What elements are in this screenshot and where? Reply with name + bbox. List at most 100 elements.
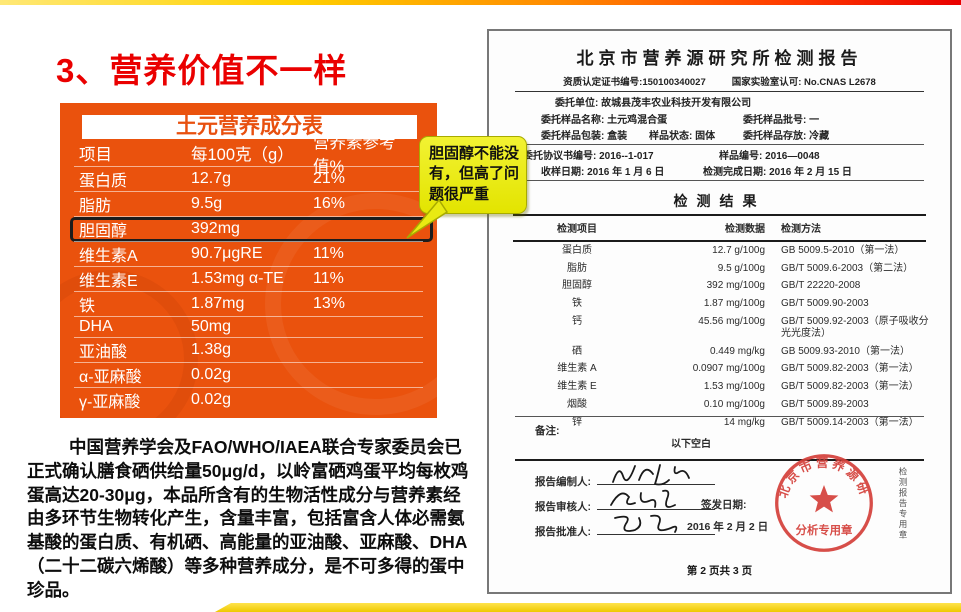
result-value: 14 mg/kg: [723, 417, 765, 429]
result-item: 脂肪: [567, 262, 587, 274]
nutrition-item: 胆固醇: [79, 223, 128, 240]
nutrition-value: 90.7μgRE: [191, 245, 263, 262]
cert-number: 资质认定证书编号:150100340027: [563, 77, 706, 88]
nutrition-row: 铁 1.87mg 13%: [74, 291, 423, 316]
signer-reviewer-row: 报告审核人:: [535, 489, 715, 514]
nutrition-row: 维生素A 90.7μgRE 11%: [74, 241, 423, 266]
nutrition-item: 蛋白质: [79, 173, 128, 190]
field-sample-name: 委托样品名称: 土元鸡混合蛋: [541, 114, 668, 126]
divider: [513, 213, 926, 216]
result-value: 0.10 mg/100g: [703, 399, 765, 411]
field-package: 委托样品包装: 盒装: [541, 131, 628, 142]
divider: [515, 459, 924, 461]
nutrition-ref: 13%: [313, 295, 346, 312]
result-value: 45.56 mg/100g: [698, 316, 765, 328]
nutrition-table-header: 项目 每100克（g） 营养素参考值%: [74, 134, 423, 176]
signature-scribble: [614, 514, 678, 533]
nutrition-item: 亚油酸: [79, 344, 128, 361]
nutrition-header-item: 项目: [79, 145, 112, 164]
divider: [515, 143, 924, 145]
result-item: 烟酸: [567, 399, 587, 411]
result-method: GB/T 5009.89-2003: [781, 399, 869, 411]
result-method: GB 5009.93-2010（第一法）: [781, 345, 910, 357]
nutrition-row: 胆固醇 392mg: [70, 216, 433, 242]
nutrition-header-per100g: 每100克（g）: [191, 145, 294, 164]
nutrition-ref: 11%: [313, 245, 344, 262]
nutrition-value: 50mg: [191, 318, 232, 335]
field-agreement-no: 委托协议书编号: 2016--1-017: [523, 150, 654, 162]
nutrition-value: 1.53mg α-TE: [191, 270, 284, 287]
nutrition-value: 9.5g: [191, 195, 223, 212]
result-method: GB/T 22220-2008: [781, 280, 861, 292]
results-header-method: 检测方法: [781, 223, 821, 235]
result-method: GB/T 5009.92-2003（原子吸收分光光度法）: [781, 316, 929, 339]
divider: [513, 239, 926, 242]
results-rows: 蛋白质 12.7 g/100g GB 5009.5-2010（第一法） 脂肪 9.5 g…: [489, 242, 950, 432]
result-value: 0.0907 mg/100g: [692, 363, 765, 375]
field-batch: 委托样品批号: 一: [743, 114, 820, 126]
results-header-data: 检测数据: [725, 223, 765, 235]
nutrition-rows: 蛋白质 12.7g 21% 脂肪 9.5g 16% 胆固醇 392mg 维生素A 90.7μgRE…: [70, 166, 433, 412]
top-gradient-bar: [0, 0, 961, 5]
cholesterol-callout: 胆固醇不能没有，但高了问题很严重: [406, 136, 527, 239]
nutrition-value: 0.02g: [191, 366, 232, 383]
nutrition-table-title: 土元营养成分表: [82, 115, 417, 139]
divider: [515, 416, 924, 417]
result-method: GB/T 5009.14-2003（第一法）: [781, 417, 919, 429]
report-result-row: 蛋白质 12.7 g/100g GB 5009.5-2010（第一法）: [489, 242, 950, 260]
nutrition-item: 维生素A: [79, 248, 138, 265]
nutrition-item: 脂肪: [79, 198, 112, 215]
report-result-row: 硒 0.449 mg/kg GB 5009.93-2010（第一法）: [489, 342, 950, 360]
signature-scribble: [612, 464, 690, 486]
nutrition-value: 12.7g: [191, 170, 232, 187]
result-item: 维生素 E: [557, 381, 597, 393]
nutrition-row: γ-亚麻酸 0.02g: [74, 387, 423, 412]
report-result-row: 胆固醇 392 mg/100g GB/T 22220-2008: [489, 277, 950, 295]
nutrition-row: 维生素E 1.53mg α-TE 11%: [74, 266, 423, 291]
signer-approver-label: 报告批准人:: [535, 526, 591, 538]
field-row: 委托协议书编号: 2016--1-017 样品编号: 2016—0048: [489, 145, 950, 162]
results-header: 检测项目 检测数据 检测方法: [489, 216, 950, 237]
bottom-gold-bar: [215, 603, 961, 612]
result-method: GB/T 5009.90-2003: [781, 298, 869, 310]
nutrition-row: 脂肪 9.5g 16%: [74, 191, 423, 216]
report-result-row: 锌 14 mg/kg GB/T 5009.14-2003（第一法）: [489, 414, 950, 432]
callout-tail: [406, 198, 449, 239]
field-unit: 委托单位: 故城县茂丰农业科技开发有限公司: [555, 98, 752, 109]
signature-line: [597, 464, 715, 486]
result-item: 胆固醇: [562, 280, 592, 292]
nutrition-panel: 土元营养成分表 项目 每100克（g） 营养素参考值% 蛋白质 12.7g 21% 脂…: [60, 103, 437, 418]
report-cert-line: 资质认定证书编号:150100340027 国家实验室认可: No.CNAS L…: [489, 74, 950, 88]
report-result-row: 钙 45.56 mg/100g GB/T 5009.92-2003（原子吸收分光光度…: [489, 313, 950, 342]
report-result-row: 维生素 A 0.0907 mg/100g GB/T 5009.82-2003（第一法…: [489, 360, 950, 378]
field-row: 委托样品包装: 盒装 样品状态: 固体 委托样品存放: 冷藏: [489, 125, 950, 142]
nutrition-item: DHA: [79, 318, 113, 335]
divider: [515, 91, 924, 92]
result-item: 维生素 A: [557, 363, 597, 375]
report-result-row: 铁 1.87 mg/100g GB/T 5009.90-2003: [489, 295, 950, 313]
nutrition-item: α-亚麻酸: [79, 369, 142, 386]
result-value: 1.87 mg/100g: [703, 298, 765, 310]
nutrition-row: DHA 50mg: [74, 316, 423, 337]
stamp-bottom-text: 分析专用章: [796, 523, 853, 537]
result-value: 12.7 g/100g: [712, 244, 765, 256]
field-complete-date: 检测完成日期: 2016 年 2 月 15 日: [703, 167, 852, 178]
result-value: 0.449 mg/kg: [709, 345, 765, 357]
page-number: 第 2 页共 3 页: [686, 565, 753, 577]
result-method: GB/T 5009.82-2003（第一法）: [781, 363, 919, 375]
nutrition-ref: 21%: [313, 170, 346, 187]
issue-date-label: 签发日期:: [701, 499, 747, 511]
result-item: 硒: [572, 345, 582, 357]
result-item: 钙: [572, 316, 582, 328]
signature-scribble: [610, 489, 676, 508]
field-storage: 委托样品存放: 冷藏: [743, 131, 830, 142]
report-result-row: 脂肪 9.5 g/100g GB/T 5009.6-2003（第二法）: [489, 259, 950, 277]
field-row: 收样日期: 2016 年 1 月 6 日 检测完成日期: 2016 年 2 月 …: [489, 161, 950, 178]
field-receive-date: 收样日期: 2016 年 1 月 6 日: [541, 167, 665, 178]
results-section-title: 检测结果: [673, 192, 766, 209]
signature-line: [597, 489, 715, 510]
result-value: 392 mg/100g: [706, 280, 765, 292]
end-of-results-note: 以下空白: [671, 438, 711, 450]
nutrition-value: 1.38g: [191, 341, 232, 358]
nutrition-value: 1.87mg: [191, 295, 245, 312]
